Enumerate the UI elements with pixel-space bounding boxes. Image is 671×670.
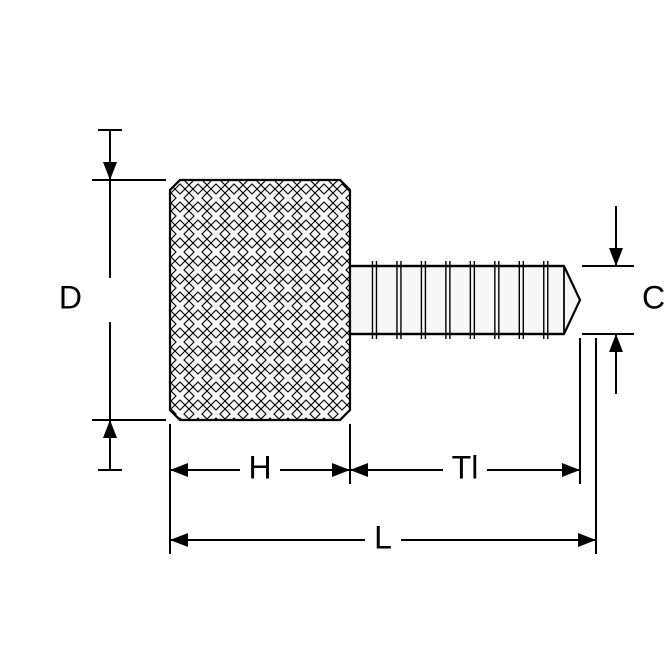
arrowhead-icon — [350, 463, 368, 477]
arrowhead-icon — [332, 463, 350, 477]
arrowhead-icon — [578, 533, 596, 547]
arrowhead-icon — [609, 334, 623, 352]
dimension-label-L: L — [374, 519, 392, 555]
screw-shaft — [350, 266, 580, 334]
dimension-label-C: C — [642, 279, 665, 315]
screw-head-knurl — [170, 180, 350, 420]
arrowhead-icon — [103, 420, 117, 438]
arrowhead-icon — [562, 463, 580, 477]
arrowhead-icon — [609, 248, 623, 266]
dimension-label-H: H — [248, 449, 271, 485]
dimension-label-Tl: Tl — [452, 449, 479, 485]
arrowhead-icon — [170, 463, 188, 477]
dimension-label-D: D — [59, 279, 82, 315]
arrowhead-icon — [170, 533, 188, 547]
arrowhead-icon — [103, 162, 117, 180]
